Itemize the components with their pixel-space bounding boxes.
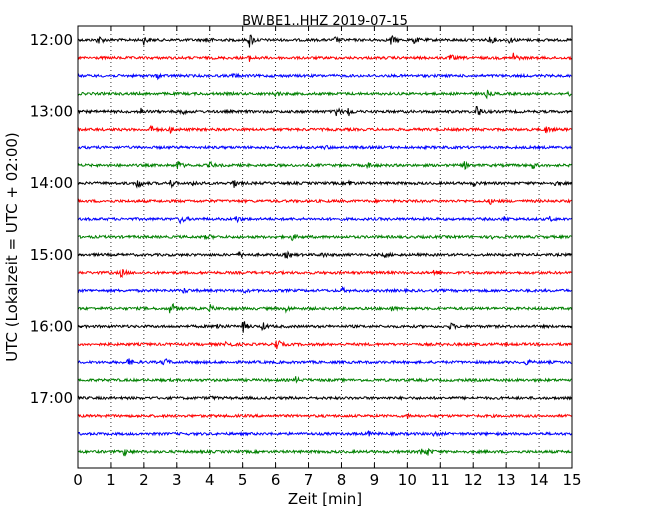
trace-line xyxy=(77,89,572,100)
chart-title: BW.BE1..HHZ 2019-07-15 xyxy=(242,14,408,29)
x-tick-label: 13 xyxy=(497,471,516,489)
y-axis-label: UTC (Lokalzeit = UTC + 02:00) xyxy=(3,132,21,362)
trace-line xyxy=(77,179,572,189)
x-tick-label: 2 xyxy=(139,471,149,489)
x-tick-label: 15 xyxy=(562,471,581,489)
trace-line xyxy=(77,268,572,279)
x-tick-label: 8 xyxy=(337,471,347,489)
trace-line xyxy=(77,124,572,135)
x-tick-label: 4 xyxy=(205,471,215,489)
trace-line xyxy=(77,302,572,314)
trace-line xyxy=(77,144,572,151)
x-tick-label: 7 xyxy=(304,471,314,489)
y-tick-label: 17:00 xyxy=(30,389,73,407)
grid-lines xyxy=(110,26,540,468)
trace-line xyxy=(77,160,572,171)
trace-line xyxy=(77,430,572,438)
trace-line xyxy=(77,285,572,294)
trace-line xyxy=(77,358,572,366)
x-tick-label: 6 xyxy=(271,471,281,489)
trace-line xyxy=(77,106,572,117)
x-tick-label: 0 xyxy=(73,471,83,489)
x-tick-label: 11 xyxy=(431,471,450,489)
trace-line xyxy=(77,72,572,81)
trace-line xyxy=(77,198,572,205)
x-tick-label: 9 xyxy=(370,471,380,489)
traces xyxy=(77,34,572,457)
x-tick-label: 12 xyxy=(464,471,483,489)
plot-frame xyxy=(77,25,573,469)
y-tick-label: 15:00 xyxy=(30,246,73,264)
x-axis-label: Zeit [min] xyxy=(288,490,362,508)
trace-line xyxy=(77,447,572,457)
trace-line xyxy=(77,34,572,48)
x-axis: 0 1 2 3 4 5 6 7 8 9 10 11 12 13 14 15 xyxy=(73,26,582,489)
trace-line xyxy=(77,395,572,401)
x-tick-label: 14 xyxy=(530,471,549,489)
y-tick-label: 12:00 xyxy=(30,31,73,49)
x-tick-label: 5 xyxy=(238,471,248,489)
x-tick-label: 10 xyxy=(398,471,417,489)
trace-line xyxy=(77,375,572,384)
trace-line xyxy=(77,250,572,259)
trace-line xyxy=(77,52,572,62)
x-tick-label: 1 xyxy=(106,471,116,489)
trace-line xyxy=(77,340,572,350)
y-tick-label: 13:00 xyxy=(30,103,73,121)
y-tick-label: 14:00 xyxy=(30,174,73,192)
trace-line xyxy=(77,412,572,419)
trace-line xyxy=(77,320,572,333)
trace-line xyxy=(77,215,572,225)
x-tick-label: 3 xyxy=(172,471,182,489)
trace-line xyxy=(77,233,572,242)
y-tick-label: 16:00 xyxy=(30,317,73,335)
y-axis: 12:00 13:00 14:00 15:00 16:00 17:00 xyxy=(30,31,572,407)
